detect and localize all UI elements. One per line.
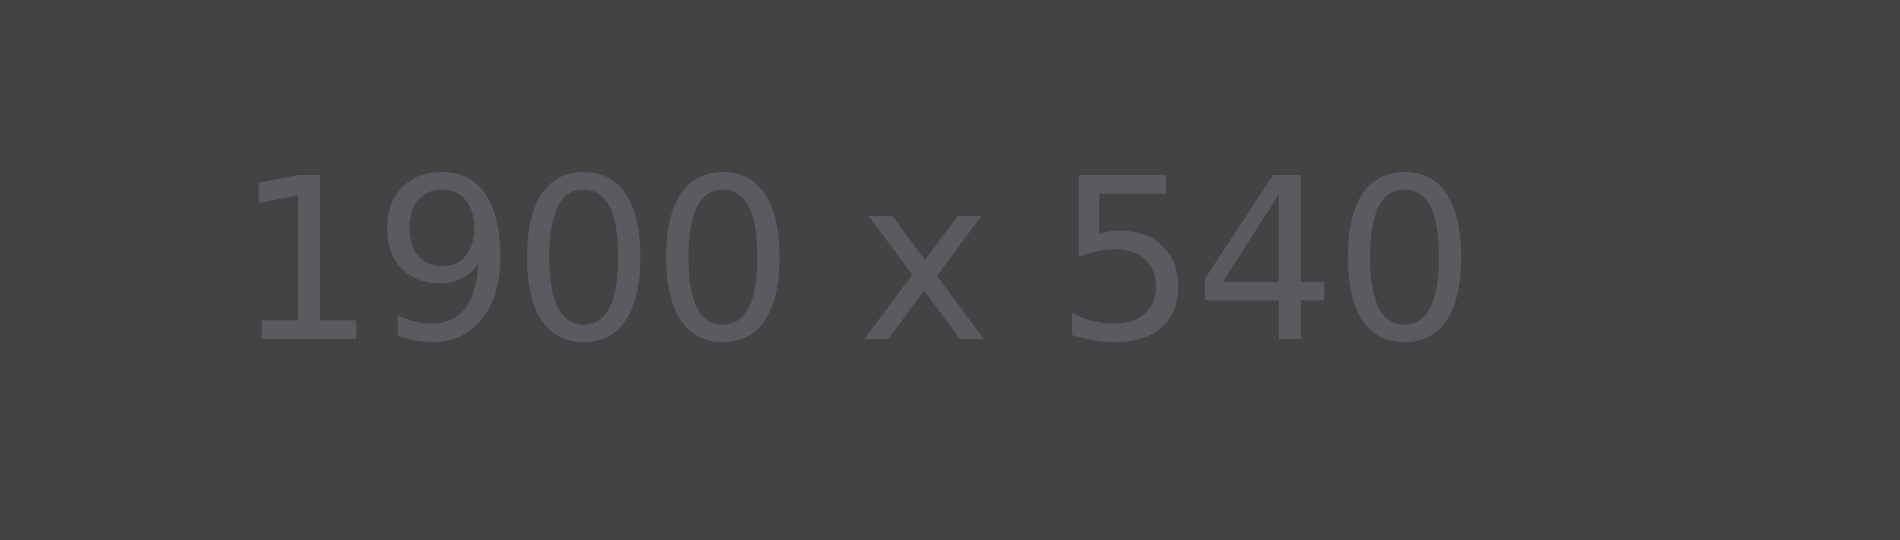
placeholder-dimensions-label: 1900 x 540 — [233, 130, 1476, 393]
